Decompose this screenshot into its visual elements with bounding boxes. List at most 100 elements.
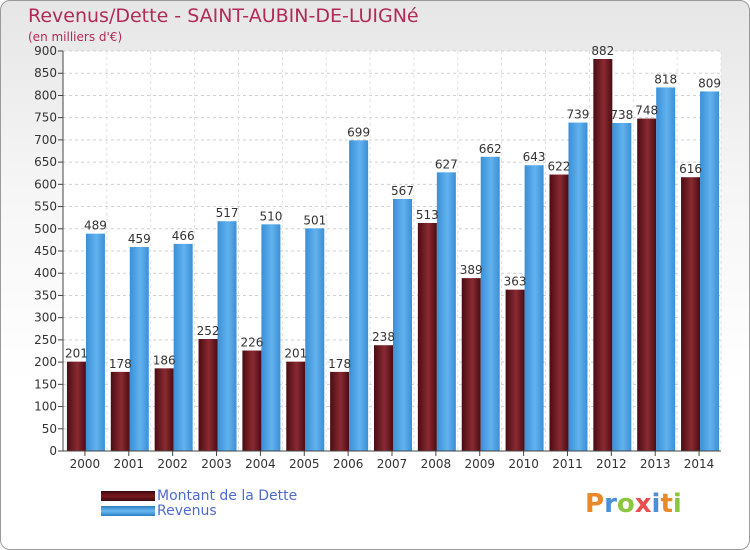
bar-debt [242, 350, 262, 451]
y-tick-label: 700 [34, 133, 57, 147]
data-label-revenue: 643 [523, 150, 546, 164]
bar-revenue [305, 228, 325, 451]
y-tick-label: 650 [34, 155, 57, 169]
x-tick-label: 2000 [70, 457, 101, 471]
bar-debt [286, 361, 306, 451]
y-tick-label: 400 [34, 266, 57, 280]
y-tick-label: 550 [34, 200, 57, 214]
bar-revenue [480, 156, 500, 451]
proxiti-logo: Proxiti [585, 489, 682, 519]
y-tick-label: 200 [34, 355, 57, 369]
x-tick-label: 2012 [596, 457, 627, 471]
bar-debt [154, 368, 174, 451]
y-tick-label: 600 [34, 177, 57, 191]
data-label-debt: 513 [416, 208, 439, 222]
bar-debt [66, 361, 86, 451]
data-label-revenue: 517 [216, 206, 239, 220]
data-label-debt: 622 [548, 160, 571, 174]
y-tick-label: 100 [34, 400, 57, 414]
bar-revenue [217, 221, 237, 451]
legend-item-debt: Montant de la Dette [101, 489, 297, 503]
data-label-debt: 186 [153, 353, 176, 367]
logo-letter: P [585, 489, 605, 519]
data-label-revenue: 501 [303, 213, 326, 227]
bar-revenue [393, 199, 412, 451]
bar-debt [461, 278, 481, 451]
bar-revenue [656, 87, 676, 451]
y-tick-label: 250 [34, 333, 57, 347]
logo-letter: x [634, 489, 652, 519]
x-tick-label: 2014 [684, 457, 715, 471]
y-tick-label: 300 [34, 311, 57, 325]
data-label-debt: 178 [328, 357, 351, 371]
y-tick-label: 450 [34, 244, 57, 258]
legend-item-revenue: Revenus [101, 504, 217, 518]
data-label-debt: 363 [504, 275, 527, 289]
data-label-debt: 748 [635, 104, 658, 118]
data-label-debt: 389 [460, 263, 483, 277]
bar-revenue [612, 123, 632, 451]
logo-letter: r [604, 489, 617, 519]
x-tick-label: 2001 [114, 457, 145, 471]
data-label-debt: 616 [679, 162, 702, 176]
bar-debt [330, 371, 350, 451]
data-label-debt: 882 [591, 44, 614, 58]
data-label-debt: 226 [240, 336, 263, 350]
data-label-debt: 201 [284, 347, 307, 361]
data-label-revenue: 662 [479, 142, 502, 156]
chart-title: Revenus/Dette - SAINT-AUBIN-DE-LUIGNé [28, 5, 419, 27]
data-label-revenue: 818 [654, 72, 677, 86]
y-tick-label: 0 [49, 444, 57, 458]
bar-revenue [700, 91, 720, 451]
data-label-revenue: 627 [435, 157, 458, 171]
bar-debt [374, 345, 393, 451]
bar-revenue [261, 224, 281, 451]
y-tick-label: 750 [34, 111, 57, 125]
bar-debt [417, 223, 437, 451]
x-tick-label: 2003 [201, 457, 232, 471]
x-tick-label: 2006 [333, 457, 364, 471]
y-tick-label: 800 [34, 88, 57, 102]
x-tick-label: 2013 [640, 457, 671, 471]
bar-revenue [436, 172, 456, 452]
bar-debt [198, 339, 218, 451]
bar-debt [549, 174, 569, 452]
y-tick-label: 900 [34, 44, 57, 58]
y-tick-label: 50 [42, 422, 57, 436]
bar-debt [505, 289, 525, 451]
bar-debt [681, 177, 701, 451]
legend-label-revenue: Revenus [157, 503, 217, 519]
data-label-debt: 201 [65, 347, 88, 361]
legend-swatch-debt [101, 491, 155, 501]
x-tick-label: 2002 [157, 457, 188, 471]
y-tick-label: 150 [34, 377, 57, 391]
y-tick-label: 850 [34, 66, 57, 80]
data-label-revenue: 809 [698, 76, 721, 90]
bar-revenue [568, 122, 588, 452]
y-tick-label: 350 [34, 288, 57, 302]
data-label-revenue: 510 [259, 209, 282, 223]
chart-subtitle: (en milliers d'€) [28, 30, 123, 44]
bar-revenue [349, 140, 369, 452]
logo-letter: o [616, 489, 635, 519]
bar-debt [110, 371, 130, 451]
bar-debt [593, 59, 613, 451]
legend-swatch-revenue [101, 506, 155, 516]
x-tick-label: 2011 [552, 457, 583, 471]
data-label-revenue: 699 [347, 125, 370, 139]
data-label-revenue: 739 [567, 108, 590, 122]
data-label-debt: 178 [109, 357, 132, 371]
logo-letter: i [651, 489, 661, 519]
data-label-revenue: 466 [172, 229, 195, 243]
x-tick-label: 2007 [377, 457, 408, 471]
data-label-revenue: 567 [391, 184, 414, 198]
x-tick-label: 2008 [421, 457, 452, 471]
logo-letter: i [672, 489, 682, 519]
x-tick-label: 2010 [508, 457, 539, 471]
bar-revenue [85, 233, 105, 451]
x-tick-label: 2009 [464, 457, 495, 471]
data-label-debt: 252 [197, 324, 220, 338]
y-tick-label: 500 [34, 222, 57, 236]
